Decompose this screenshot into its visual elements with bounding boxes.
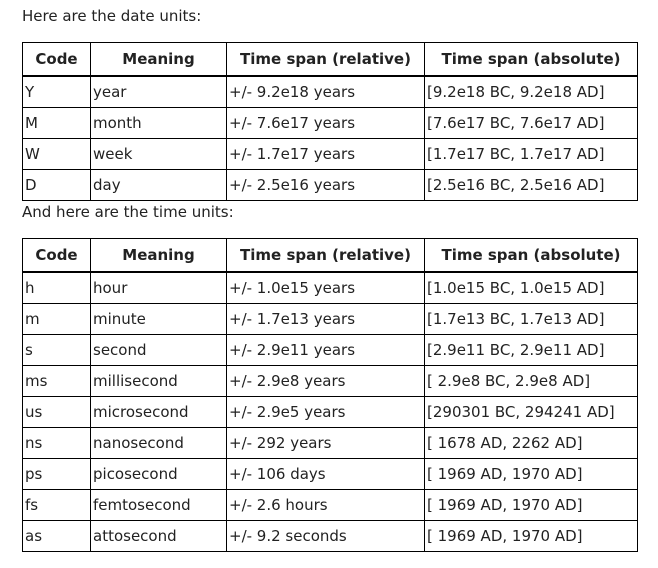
cell-relative-span: +/- 2.9e11 years bbox=[226, 334, 425, 366]
table-row: us microsecond +/- 2.9e5 years [290301 BC, … bbox=[22, 396, 638, 428]
table-row: m minute +/- 1.7e13 years [1.7e13 BC, 1.7e1… bbox=[22, 303, 638, 335]
cell-code: m bbox=[22, 303, 91, 335]
cell-relative-span: +/- 1.0e15 years bbox=[226, 271, 425, 304]
cell-code: ns bbox=[22, 427, 91, 459]
cell-absolute-span: [2.5e16 BC, 2.5e16 AD] bbox=[424, 169, 638, 201]
cell-relative-span: +/- 106 days bbox=[226, 458, 425, 490]
cell-meaning: attosecond bbox=[90, 520, 227, 552]
cell-code: M bbox=[22, 107, 91, 139]
table-header-row: Code Meaning Time span (relative) Time span… bbox=[22, 238, 638, 273]
cell-relative-span: +/- 7.6e17 years bbox=[226, 107, 425, 139]
cell-relative-span: +/- 292 years bbox=[226, 427, 425, 459]
cell-relative-span: +/- 1.7e13 years bbox=[226, 303, 425, 335]
header-meaning: Meaning bbox=[90, 238, 227, 273]
time-units-intro: And here are the time units: bbox=[22, 203, 234, 221]
header-relative-span: Time span (relative) bbox=[226, 238, 425, 273]
table-row: h hour +/- 1.0e15 years [1.0e15 BC, 1.0e15 … bbox=[22, 271, 638, 304]
cell-relative-span: +/- 2.5e16 years bbox=[226, 169, 425, 201]
cell-absolute-span: [ 1969 AD, 1970 AD] bbox=[424, 489, 638, 521]
cell-meaning: year bbox=[90, 75, 227, 108]
cell-meaning: millisecond bbox=[90, 365, 227, 397]
cell-relative-span: +/- 2.9e8 years bbox=[226, 365, 425, 397]
date-units-table: Code Meaning Time span (relative) Time span… bbox=[22, 42, 638, 201]
header-code: Code bbox=[22, 238, 91, 273]
table-row: s second +/- 2.9e11 years [2.9e11 BC, 2.9e1… bbox=[22, 334, 638, 366]
cell-absolute-span: [1.0e15 BC, 1.0e15 AD] bbox=[424, 271, 638, 304]
cell-code: fs bbox=[22, 489, 91, 521]
table-row: fs femtosecond +/- 2.6 hours[ 1969 AD, 197… bbox=[22, 489, 638, 521]
cell-code: ps bbox=[22, 458, 91, 490]
cell-absolute-span: [290301 BC, 294241 AD] bbox=[424, 396, 638, 428]
cell-code: Y bbox=[22, 75, 91, 108]
cell-code: D bbox=[22, 169, 91, 201]
table-row: ms millisecond +/- 2.9e8 years[ 2.9e8 BC, … bbox=[22, 365, 638, 397]
cell-code: h bbox=[22, 271, 91, 304]
cell-code: s bbox=[22, 334, 91, 366]
cell-relative-span: +/- 2.6 hours bbox=[226, 489, 425, 521]
cell-absolute-span: [1.7e17 BC, 1.7e17 AD] bbox=[424, 138, 638, 170]
cell-meaning: nanosecond bbox=[90, 427, 227, 459]
cell-meaning: day bbox=[90, 169, 227, 201]
cell-meaning: microsecond bbox=[90, 396, 227, 428]
cell-meaning: picosecond bbox=[90, 458, 227, 490]
cell-code: ms bbox=[22, 365, 91, 397]
date-units-intro: Here are the date units: bbox=[22, 7, 202, 25]
table-row: as attosecond +/- 9.2 seconds[ 1969 AD, 19… bbox=[22, 520, 638, 552]
cell-relative-span: +/- 2.9e5 years bbox=[226, 396, 425, 428]
cell-relative-span: +/- 9.2e18 years bbox=[226, 75, 425, 108]
cell-absolute-span: [ 1678 AD, 2262 AD] bbox=[424, 427, 638, 459]
cell-absolute-span: [2.9e11 BC, 2.9e11 AD] bbox=[424, 334, 638, 366]
header-code: Code bbox=[22, 42, 91, 77]
header-meaning: Meaning bbox=[90, 42, 227, 77]
cell-meaning: week bbox=[90, 138, 227, 170]
cell-code: us bbox=[22, 396, 91, 428]
table-header-row: Code Meaning Time span (relative) Time span… bbox=[22, 42, 638, 77]
table-row: ps picosecond +/- 106 days[ 1969 AD, 1970 … bbox=[22, 458, 638, 490]
cell-absolute-span: [7.6e17 BC, 7.6e17 AD] bbox=[424, 107, 638, 139]
cell-absolute-span: [ 1969 AD, 1970 AD] bbox=[424, 458, 638, 490]
cell-relative-span: +/- 9.2 seconds bbox=[226, 520, 425, 552]
header-relative-span: Time span (relative) bbox=[226, 42, 425, 77]
cell-absolute-span: [ 1969 AD, 1970 AD] bbox=[424, 520, 638, 552]
cell-meaning: minute bbox=[90, 303, 227, 335]
cell-absolute-span: [ 2.9e8 BC, 2.9e8 AD] bbox=[424, 365, 638, 397]
cell-meaning: second bbox=[90, 334, 227, 366]
cell-code: W bbox=[22, 138, 91, 170]
cell-absolute-span: [1.7e13 BC, 1.7e13 AD] bbox=[424, 303, 638, 335]
time-units-table: Code Meaning Time span (relative) Time span… bbox=[22, 238, 638, 552]
header-absolute-span: Time span (absolute) bbox=[424, 42, 638, 77]
cell-meaning: femtosecond bbox=[90, 489, 227, 521]
cell-meaning: hour bbox=[90, 271, 227, 304]
cell-code: as bbox=[22, 520, 91, 552]
cell-relative-span: +/- 1.7e17 years bbox=[226, 138, 425, 170]
table-row: ns nanosecond +/- 292 years[ 1678 AD, 2262… bbox=[22, 427, 638, 459]
cell-meaning: month bbox=[90, 107, 227, 139]
header-absolute-span: Time span (absolute) bbox=[424, 238, 638, 273]
cell-absolute-span: [9.2e18 BC, 9.2e18 AD] bbox=[424, 75, 638, 108]
